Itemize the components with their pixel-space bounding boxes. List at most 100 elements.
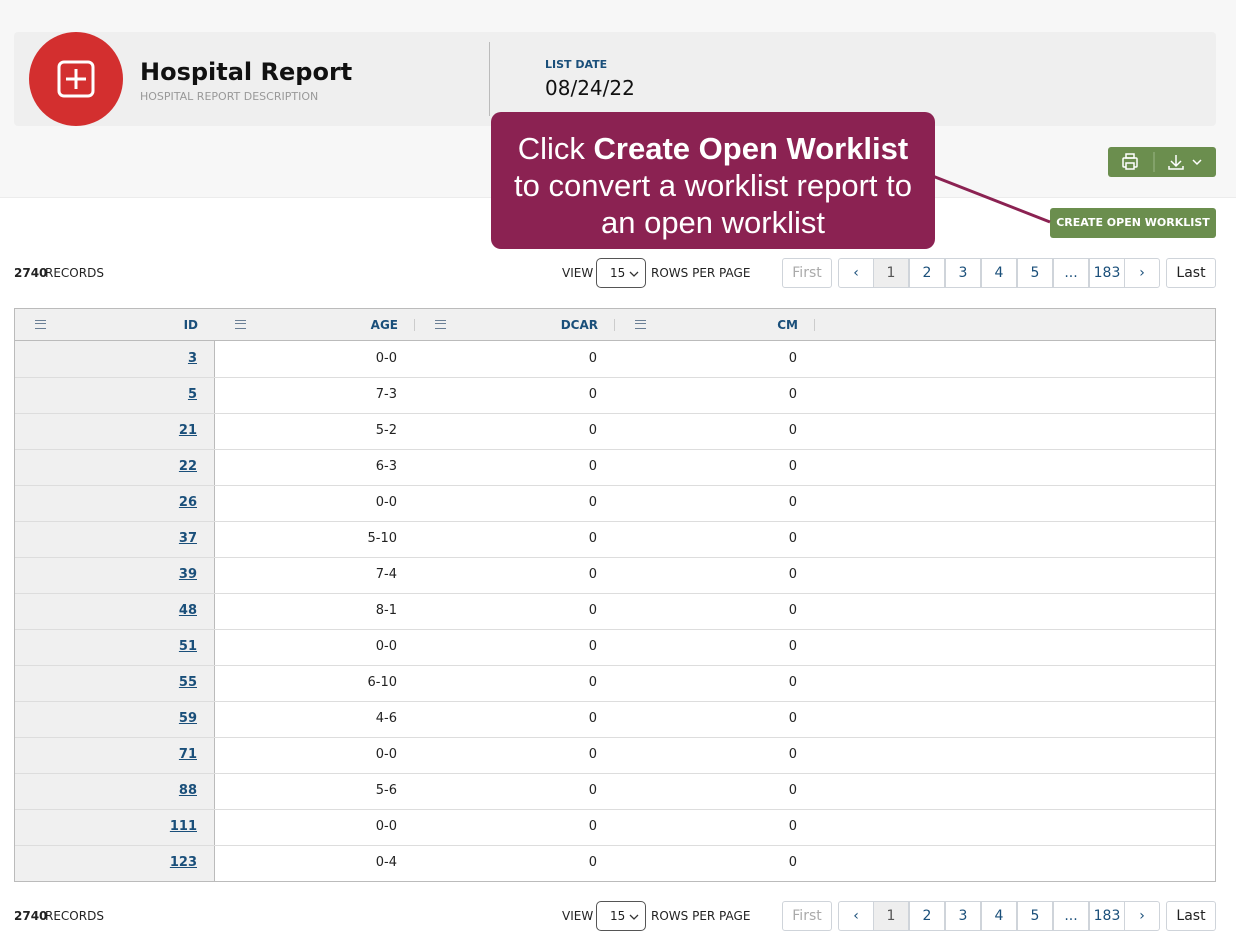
id-link[interactable]: 48 bbox=[178, 603, 197, 618]
row-divider bbox=[15, 521, 1215, 522]
page-number[interactable]: 5 bbox=[1017, 258, 1053, 288]
table-cell: 0 bbox=[588, 819, 597, 834]
column-menu-icon[interactable] bbox=[35, 320, 46, 329]
page-last[interactable]: Last bbox=[1166, 901, 1216, 931]
callout-prefix: Click bbox=[517, 131, 585, 166]
page-next[interactable]: › bbox=[1124, 258, 1160, 288]
page-prev[interactable]: ‹ bbox=[838, 258, 874, 288]
id-link[interactable]: 26 bbox=[178, 495, 197, 510]
column-header[interactable]: CM bbox=[777, 318, 798, 332]
table-cell: 0 bbox=[588, 351, 597, 366]
table-cell: 7-3 bbox=[375, 387, 397, 402]
rows-per-page-select[interactable]: 15 bbox=[596, 901, 646, 931]
callout-line: to convert a worklist report to bbox=[514, 168, 912, 203]
id-link[interactable]: 71 bbox=[178, 747, 197, 762]
page-number[interactable]: 4 bbox=[981, 258, 1017, 288]
table-cell: 7-4 bbox=[375, 567, 397, 582]
column-header[interactable]: ID bbox=[183, 318, 198, 332]
table-cell: 0 bbox=[588, 387, 597, 402]
page-number[interactable]: 1 bbox=[873, 258, 909, 288]
create-open-worklist-button[interactable]: CREATE OPEN WORKLIST bbox=[1050, 208, 1216, 238]
callout-bold: Create Open Worklist bbox=[593, 131, 909, 166]
table-cell: 5-2 bbox=[375, 423, 397, 438]
row-divider bbox=[15, 809, 1215, 810]
page-number[interactable]: 183 bbox=[1089, 901, 1125, 931]
id-link[interactable]: 51 bbox=[178, 639, 197, 654]
table-cell: 0 bbox=[588, 423, 597, 438]
table-cell: 0 bbox=[588, 711, 597, 726]
rows-per-page-value: 15 bbox=[610, 909, 626, 923]
table-cell: 0 bbox=[588, 459, 597, 474]
page-next[interactable]: › bbox=[1124, 901, 1160, 931]
id-link[interactable]: 5 bbox=[187, 387, 197, 402]
id-column-bg bbox=[15, 341, 215, 881]
row-divider bbox=[15, 485, 1215, 486]
id-link[interactable]: 39 bbox=[178, 567, 197, 582]
column-separator bbox=[814, 319, 815, 331]
page-first[interactable]: First bbox=[782, 901, 832, 931]
id-link[interactable]: 55 bbox=[178, 675, 197, 690]
page-last[interactable]: Last bbox=[1166, 258, 1216, 288]
column-header[interactable]: DCAR bbox=[560, 318, 598, 332]
table-cell: 0 bbox=[588, 567, 597, 582]
table-cell: 0 bbox=[788, 819, 797, 834]
page-number[interactable]: 3 bbox=[945, 258, 981, 288]
id-link[interactable]: 37 bbox=[178, 531, 197, 546]
id-link[interactable]: 111 bbox=[169, 819, 197, 834]
table-cell: 0 bbox=[588, 747, 597, 762]
table-cell: 0 bbox=[588, 675, 597, 690]
column-menu-icon-mid bbox=[235, 323, 246, 324]
page-number[interactable]: ... bbox=[1053, 901, 1089, 931]
table-cell: 0 bbox=[588, 495, 597, 510]
table-cell: 5-10 bbox=[367, 531, 397, 546]
table-toolbar: 2740 RECORDS VIEW 15 ROWS PER PAGE First ‹ 1 2 3 4… bbox=[0, 901, 1236, 933]
table-cell: 6-3 bbox=[375, 459, 397, 474]
table-cell: 0-4 bbox=[375, 855, 397, 870]
page-number[interactable]: 2 bbox=[909, 258, 945, 288]
table-cell: 0-0 bbox=[375, 495, 397, 510]
callout-line: Click Create Open Worklist bbox=[491, 130, 935, 167]
records-count: 2740 bbox=[14, 909, 48, 923]
id-link[interactable]: 88 bbox=[178, 783, 197, 798]
column-header[interactable]: AGE bbox=[370, 318, 398, 332]
table-cell: 0 bbox=[788, 567, 797, 582]
export-buttons[interactable] bbox=[1108, 147, 1216, 177]
table-cell: 0 bbox=[588, 639, 597, 654]
header-row bbox=[15, 309, 1215, 341]
id-link[interactable]: 123 bbox=[169, 855, 197, 870]
page-number[interactable]: 2 bbox=[909, 901, 945, 931]
table-cell: 0 bbox=[788, 639, 797, 654]
id-link[interactable]: 3 bbox=[187, 351, 197, 366]
page-number[interactable]: 183 bbox=[1089, 258, 1125, 288]
table-cell: 0 bbox=[788, 495, 797, 510]
page-number[interactable]: 1 bbox=[873, 901, 909, 931]
rows-per-page-select[interactable]: 15 bbox=[596, 258, 646, 288]
report-title: Hospital Report bbox=[140, 58, 353, 86]
view-label: VIEW bbox=[562, 266, 594, 280]
id-link[interactable]: 22 bbox=[178, 459, 197, 474]
table-cell: 0 bbox=[588, 531, 597, 546]
column-separator bbox=[614, 319, 615, 331]
page-number[interactable]: ... bbox=[1053, 258, 1089, 288]
table-cell: 0 bbox=[788, 675, 797, 690]
table-cell: 0 bbox=[588, 855, 597, 870]
page-number[interactable]: 5 bbox=[1017, 901, 1053, 931]
page-number[interactable]: 3 bbox=[945, 901, 981, 931]
page-number[interactable]: 4 bbox=[981, 901, 1017, 931]
page-prev[interactable]: ‹ bbox=[838, 901, 874, 931]
id-link[interactable]: 21 bbox=[178, 423, 197, 438]
data-table: ID AGE DCAR CM 3 0-0 0 0 5 7-3 0 0 21 5-2 0 0 22 6-3 0 0 26 0… bbox=[14, 308, 1216, 882]
id-link[interactable]: 59 bbox=[178, 711, 197, 726]
column-menu-icon[interactable] bbox=[635, 320, 646, 329]
column-menu-icon[interactable] bbox=[235, 320, 246, 329]
page-first[interactable]: First bbox=[782, 258, 832, 288]
rows-per-page-value: 15 bbox=[610, 266, 626, 280]
list-date: 08/24/22 bbox=[545, 76, 635, 100]
row-divider bbox=[15, 629, 1215, 630]
column-menu-icon[interactable] bbox=[435, 320, 446, 329]
view-label: VIEW bbox=[562, 909, 594, 923]
records-label: RECORDS bbox=[45, 909, 104, 923]
table-cell: 0 bbox=[788, 783, 797, 798]
records-label: RECORDS bbox=[45, 266, 104, 280]
